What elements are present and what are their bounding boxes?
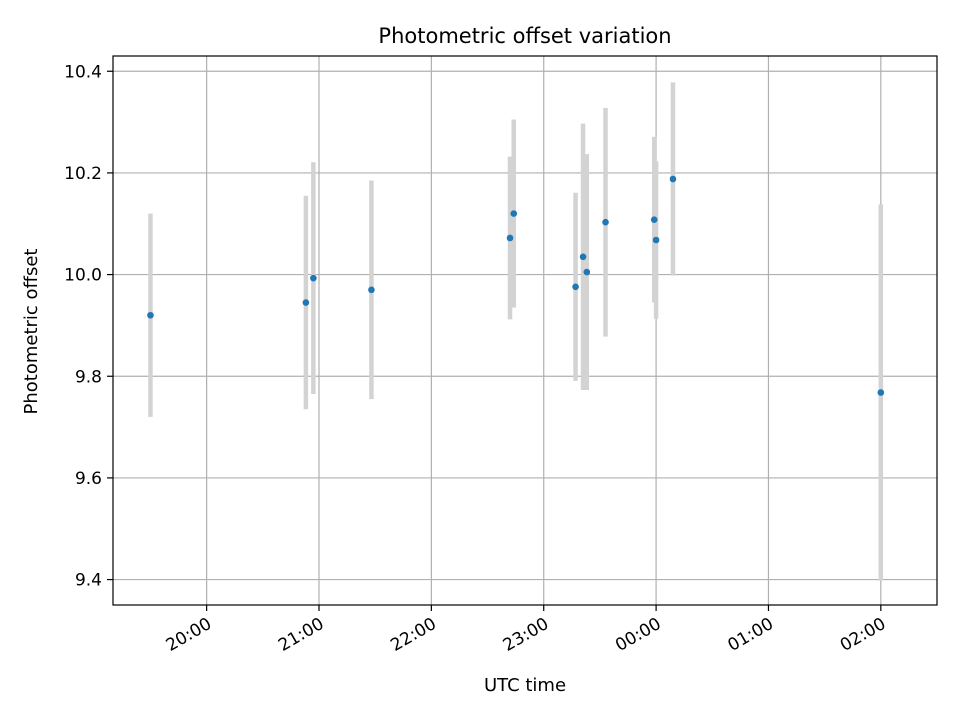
plot-area bbox=[112, 55, 938, 606]
x-tick-label: 21:00 bbox=[275, 614, 327, 656]
y-tick-label: 9.8 bbox=[75, 367, 102, 387]
data-point bbox=[302, 299, 310, 306]
data-point bbox=[652, 236, 660, 244]
data-points bbox=[147, 175, 885, 396]
data-point bbox=[368, 286, 375, 294]
y-tick-label: 10.4 bbox=[64, 62, 102, 82]
x-tick-label: 00:00 bbox=[612, 614, 664, 656]
x-tick-label: 20:00 bbox=[163, 614, 215, 656]
data-point bbox=[650, 216, 658, 223]
y-axis-label: Photometric offset bbox=[21, 249, 42, 415]
grid bbox=[113, 56, 937, 605]
error-bars bbox=[148, 82, 884, 581]
data-point bbox=[510, 210, 518, 217]
x-tick-label: 22:00 bbox=[387, 614, 439, 656]
y-axis-ticks: 9.4 9.6 9.8 10.0 10.2 10.4 bbox=[64, 62, 113, 591]
x-tick-label: 02:00 bbox=[837, 614, 889, 656]
x-axis-label: UTC time bbox=[484, 675, 566, 696]
x-tick-label: 01:00 bbox=[725, 614, 777, 656]
x-tick-label: 23:00 bbox=[500, 614, 552, 656]
data-point bbox=[506, 234, 514, 242]
data-point bbox=[572, 283, 579, 291]
y-tick-label: 10.2 bbox=[64, 164, 102, 184]
y-tick-label: 9.6 bbox=[75, 469, 102, 489]
data-point bbox=[310, 274, 317, 282]
data-point bbox=[877, 389, 885, 396]
data-point bbox=[583, 268, 591, 276]
chart-title: Photometric offset variation bbox=[378, 24, 671, 48]
data-point bbox=[147, 311, 154, 319]
data-point bbox=[669, 175, 677, 183]
x-axis-ticks: 20:00 21:00 22:00 23:00 00:00 01:00 02:00 bbox=[163, 605, 889, 656]
data-point bbox=[602, 218, 609, 226]
y-tick-label: 9.4 bbox=[75, 571, 102, 591]
y-tick-label: 10.0 bbox=[64, 266, 102, 286]
data-point bbox=[579, 253, 587, 261]
